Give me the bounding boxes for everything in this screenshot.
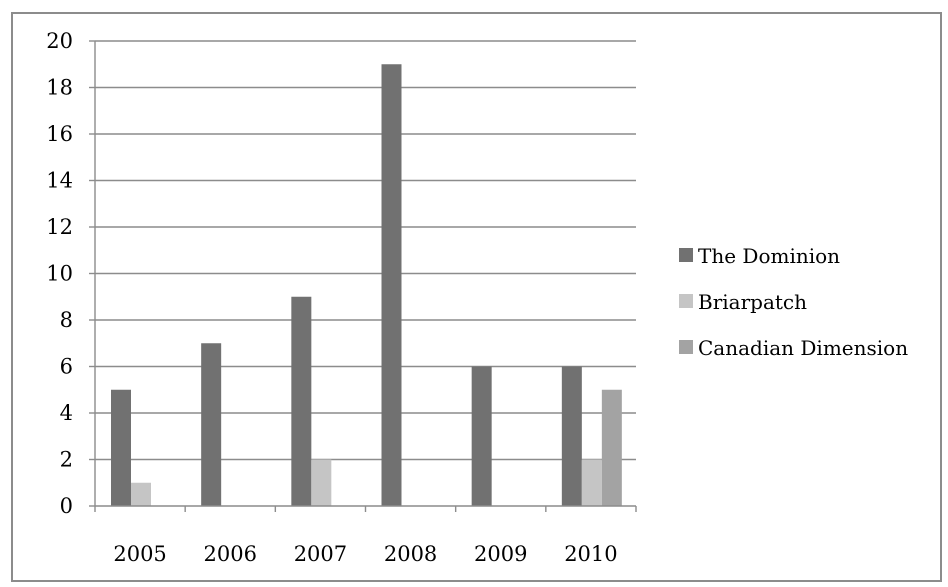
y-tick-label: 14 bbox=[46, 169, 73, 193]
bar-briarpatch-2005 bbox=[131, 482, 151, 506]
x-axis-tick-labels: 2005 2006 2007 2008 2009 2010 bbox=[113, 542, 617, 566]
legend: The Dominion Briarpatch Canadian Dimension bbox=[679, 244, 908, 360]
bar-the-dominion-2009 bbox=[471, 366, 492, 506]
legend-swatch bbox=[679, 248, 693, 262]
bar-the-dominion-2006 bbox=[201, 343, 222, 506]
bar-the-dominion-2010 bbox=[561, 366, 582, 506]
x-tick-label: 2008 bbox=[384, 542, 437, 566]
x-tick-label: 2010 bbox=[564, 542, 617, 566]
y-tick-label: 2 bbox=[60, 448, 73, 472]
y-tick-label: 16 bbox=[46, 122, 73, 146]
bar-the-dominion-2007 bbox=[291, 296, 312, 506]
axes bbox=[89, 40, 637, 512]
x-tick-label: 2005 bbox=[113, 542, 166, 566]
bar-briarpatch-2007 bbox=[311, 459, 332, 506]
y-tick-label: 10 bbox=[46, 262, 73, 286]
bar-canadian-dimension-2010 bbox=[601, 389, 622, 506]
x-tick-label: 2006 bbox=[204, 542, 257, 566]
legend-label: Briarpatch bbox=[698, 290, 807, 314]
y-tick-label: 20 bbox=[46, 29, 73, 53]
legend-swatch bbox=[679, 340, 693, 354]
y-tick-label: 0 bbox=[60, 494, 73, 518]
gridlines bbox=[95, 40, 636, 461]
legend-swatch bbox=[679, 294, 693, 308]
bars bbox=[111, 64, 622, 506]
y-tick-label: 4 bbox=[60, 401, 73, 425]
legend-label: Canadian Dimension bbox=[698, 336, 908, 360]
y-tick-label: 12 bbox=[46, 215, 73, 239]
bar-the-dominion-2008 bbox=[381, 64, 402, 506]
y-tick-label: 6 bbox=[60, 355, 73, 379]
y-tick-label: 8 bbox=[60, 308, 73, 332]
y-tick-label: 18 bbox=[46, 76, 73, 100]
x-tick-label: 2009 bbox=[474, 542, 527, 566]
bar-the-dominion-2005 bbox=[111, 389, 131, 506]
x-tick-label: 2007 bbox=[294, 542, 347, 566]
bar-briarpatch-2010 bbox=[581, 459, 602, 506]
legend-label: The Dominion bbox=[698, 244, 840, 268]
y-axis-tick-labels: 0 2 4 6 8 10 12 14 16 18 20 bbox=[46, 29, 73, 518]
